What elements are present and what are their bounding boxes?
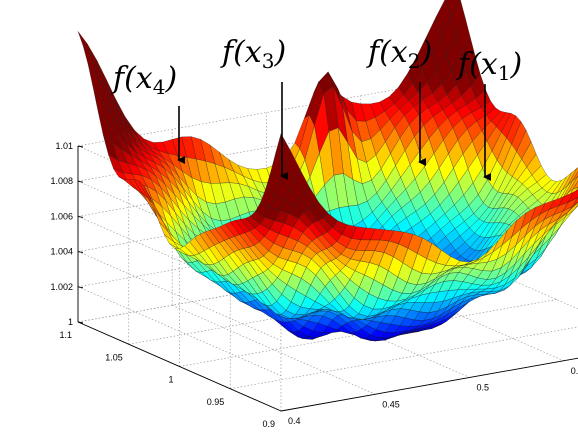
z-tick-mark xyxy=(78,146,83,147)
surface-patch xyxy=(78,31,93,59)
z-tick-mark xyxy=(78,181,83,182)
z-tick-label: 1 xyxy=(68,317,73,327)
x-tick-label: 0.55 xyxy=(571,366,578,376)
annotation-label: f(x1) xyxy=(456,47,522,85)
annotation-label: f(x2) xyxy=(366,35,432,73)
z-tick-label: 1.008 xyxy=(50,176,73,186)
z-tick-label: 1.01 xyxy=(55,141,73,151)
x-tick-label: 0.4 xyxy=(288,416,301,426)
y-tick-label: 0.9 xyxy=(262,419,275,427)
z-tick-mark xyxy=(78,287,83,288)
x-tick-label: 0.5 xyxy=(477,383,490,393)
y-tick-label: 1.05 xyxy=(105,352,123,362)
y-axis-line xyxy=(78,322,281,411)
y-tick-label: 1.1 xyxy=(59,330,72,340)
y-tick-label: 1 xyxy=(168,375,173,385)
z-tick-mark xyxy=(78,252,83,253)
annotation-label: f(x4) xyxy=(111,61,177,99)
z-tick-label: 1.006 xyxy=(50,211,73,221)
z-tick-label: 1.002 xyxy=(50,282,73,292)
x-tick-label: 0.45 xyxy=(382,399,400,409)
z-tick-mark xyxy=(78,216,83,217)
x-axis-line xyxy=(281,344,578,411)
z-tick-label: 1.004 xyxy=(50,247,73,257)
grid-line xyxy=(281,344,578,411)
annotation-label: f(x3) xyxy=(220,35,286,73)
surface-mesh xyxy=(78,0,578,341)
y-tick-label: 0.95 xyxy=(207,397,225,407)
z-tick-mark xyxy=(78,322,83,323)
